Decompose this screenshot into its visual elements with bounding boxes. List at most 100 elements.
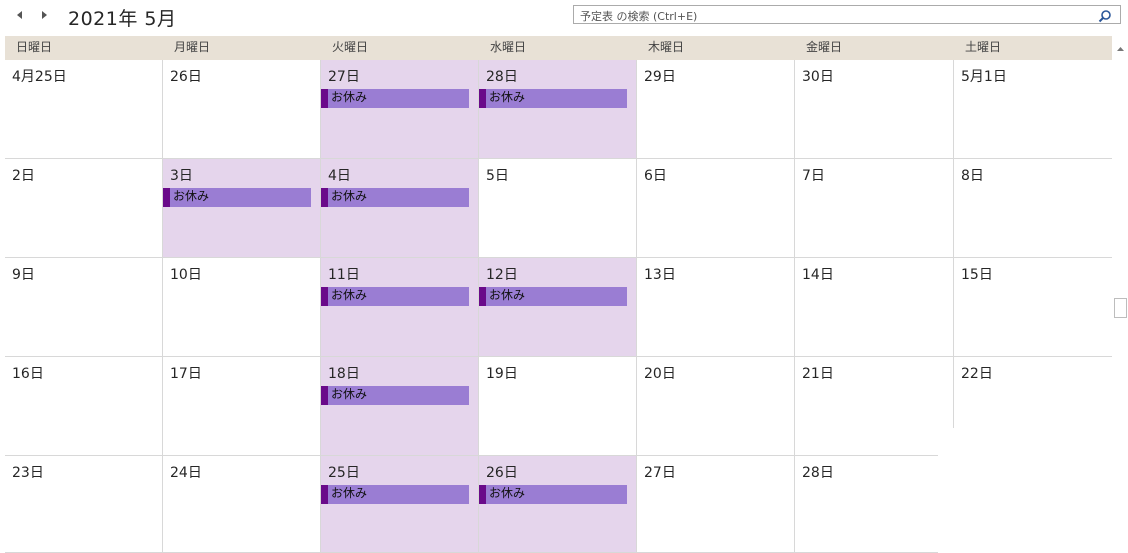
weekday-header: 水曜日 — [490, 40, 527, 54]
day-cell[interactable]: 11日お休み — [321, 258, 479, 357]
day-cell[interactable]: 20日 — [637, 357, 795, 456]
event-label: お休み — [331, 486, 368, 500]
day-cell[interactable]: 18日お休み — [321, 357, 479, 456]
calendar-search-input[interactable]: 予定表 の検索 (Ctrl+E) — [573, 5, 1121, 24]
day-number: 5日 — [486, 168, 509, 184]
day-cell[interactable]: 15日 — [954, 258, 1112, 357]
weekday-header: 日曜日 — [16, 40, 53, 54]
day-number: 25日 — [328, 465, 360, 481]
day-number: 4日 — [328, 168, 351, 184]
day-cell[interactable]: 9日 — [5, 258, 163, 357]
day-cell[interactable]: 24日 — [163, 456, 321, 553]
day-cell[interactable]: 25日お休み — [321, 456, 479, 553]
day-cell[interactable]: 28日 — [795, 456, 954, 553]
day-cell[interactable]: 27日 — [637, 456, 795, 553]
day-cell[interactable]: 28日お休み — [479, 60, 637, 159]
day-cell[interactable]: 5月1日 — [954, 60, 1112, 159]
day-number: 5月1日 — [961, 69, 1007, 85]
weekday-header: 月曜日 — [174, 40, 211, 54]
scroll-thumb[interactable] — [1114, 298, 1127, 318]
day-cell[interactable]: 17日 — [163, 357, 321, 456]
day-number: 14日 — [802, 267, 834, 283]
next-month-icon[interactable] — [38, 8, 50, 22]
day-number: 22日 — [961, 366, 993, 382]
day-number: 9日 — [12, 267, 35, 283]
event-bar[interactable]: お休み — [321, 485, 469, 504]
day-cell[interactable]: 30日 — [795, 60, 954, 159]
event-bar[interactable]: お休み — [321, 287, 469, 306]
day-number: 28日 — [802, 465, 834, 481]
calendar-toolbar: 2021年 5月 予定表 の検索 (Ctrl+E) — [0, 0, 1128, 35]
day-cell[interactable]: 29日 — [637, 60, 795, 159]
day-number: 17日 — [170, 366, 202, 382]
event-bar[interactable]: お休み — [321, 89, 469, 108]
day-number: 11日 — [328, 267, 360, 283]
day-cell[interactable]: 3日お休み — [163, 159, 321, 258]
search-icon[interactable] — [1098, 8, 1112, 23]
day-number: 12日 — [486, 267, 518, 283]
day-cell[interactable]: 12日お休み — [479, 258, 637, 357]
day-number: 8日 — [961, 168, 984, 184]
event-bar[interactable]: お休み — [321, 188, 469, 207]
event-bar[interactable]: お休み — [479, 287, 627, 306]
day-cell[interactable]: 26日 — [163, 60, 321, 159]
weekday-header: 木曜日 — [648, 40, 685, 54]
event-label: お休み — [331, 387, 368, 401]
day-number: 30日 — [802, 69, 834, 85]
day-cell[interactable]: 19日 — [479, 357, 637, 456]
day-number: 26日 — [486, 465, 518, 481]
event-label: お休み — [331, 189, 368, 203]
day-cell[interactable]: 5日 — [479, 159, 637, 258]
day-cell[interactable]: 14日 — [795, 258, 954, 357]
day-cell[interactable]: 2日 — [5, 159, 163, 258]
blank-overlay — [938, 428, 1128, 553]
day-number: 20日 — [644, 366, 676, 382]
previous-month-icon[interactable] — [14, 8, 26, 22]
day-number: 15日 — [961, 267, 993, 283]
day-number: 26日 — [170, 69, 202, 85]
day-cell[interactable]: 10日 — [163, 258, 321, 357]
day-cell[interactable]: 4月25日 — [5, 60, 163, 159]
day-number: 16日 — [12, 366, 44, 382]
day-number: 18日 — [328, 366, 360, 382]
day-cell[interactable]: 4日お休み — [321, 159, 479, 258]
day-number: 3日 — [170, 168, 193, 184]
event-label: お休み — [331, 90, 368, 104]
day-number: 4月25日 — [12, 69, 67, 85]
day-number: 19日 — [486, 366, 518, 382]
day-cell[interactable]: 26日お休み — [479, 456, 637, 553]
weekday-header: 土曜日 — [965, 40, 1002, 54]
day-number: 7日 — [802, 168, 825, 184]
day-cell[interactable]: 23日 — [5, 456, 163, 553]
day-cell[interactable]: 21日 — [795, 357, 954, 456]
day-cell[interactable]: 13日 — [637, 258, 795, 357]
event-bar[interactable]: お休み — [479, 485, 627, 504]
event-label: お休み — [489, 486, 526, 500]
event-bar[interactable]: お休み — [321, 386, 469, 405]
day-number: 6日 — [644, 168, 667, 184]
day-number: 23日 — [12, 465, 44, 481]
event-bar[interactable]: お休み — [479, 89, 627, 108]
day-number: 27日 — [644, 465, 676, 481]
day-number: 10日 — [170, 267, 202, 283]
day-number: 24日 — [170, 465, 202, 481]
weekday-header: 火曜日 — [332, 40, 369, 54]
scroll-up-icon[interactable] — [1115, 38, 1126, 57]
day-cell[interactable]: 7日 — [795, 159, 954, 258]
day-number: 29日 — [644, 69, 676, 85]
day-number: 28日 — [486, 69, 518, 85]
event-bar[interactable]: お休み — [163, 188, 311, 207]
day-cell[interactable]: 27日 お休み — [321, 60, 479, 159]
event-label: お休み — [489, 288, 526, 302]
vertical-scrollbar[interactable] — [1113, 36, 1128, 553]
day-cell[interactable]: 8日 — [954, 159, 1112, 258]
day-number: 21日 — [802, 366, 834, 382]
weekday-header-row: 日曜日 月曜日 火曜日 水曜日 木曜日 金曜日 土曜日 — [5, 36, 1112, 60]
day-cell[interactable]: 6日 — [637, 159, 795, 258]
search-placeholder: 予定表 の検索 (Ctrl+E) — [580, 10, 698, 23]
day-number: 2日 — [12, 168, 35, 184]
day-number: 13日 — [644, 267, 676, 283]
event-label: お休み — [331, 288, 368, 302]
month-grid: 4月25日 26日 27日 お休み 28日 お休み 29日 30日 5月1日 2日 3日 お休み 4日お… — [5, 60, 1112, 553]
day-cell[interactable]: 16日 — [5, 357, 163, 456]
